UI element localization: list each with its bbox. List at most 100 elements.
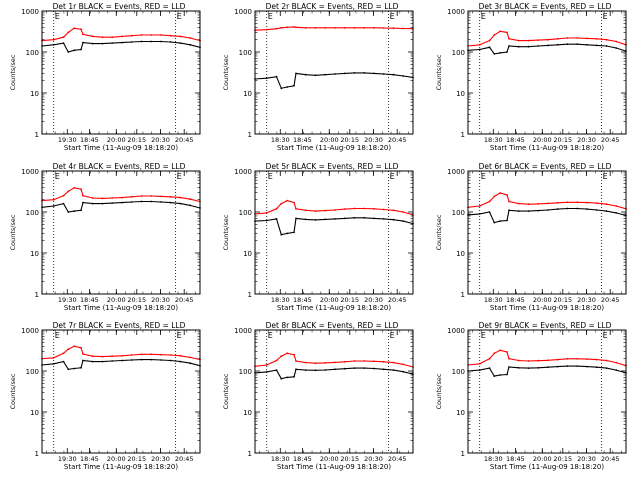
lld-rate-point: [527, 39, 530, 42]
lld-rate-point: [150, 195, 153, 197]
x-tick-label: 20:30: [364, 296, 383, 304]
x-tick-label: 20:15: [340, 455, 359, 463]
lld-rate-point: [160, 34, 162, 36]
lld-rate-point: [91, 197, 94, 199]
events-rate-point: [586, 43, 588, 46]
y-tick-label: 10: [456, 409, 465, 417]
events-rate-point: [280, 87, 283, 90]
events-rate-point: [605, 45, 608, 47]
events-rate-point: [73, 49, 76, 52]
events-rate-point: [150, 358, 153, 361]
event-marker-label: E: [55, 331, 60, 340]
events-rate-point: [556, 43, 559, 46]
lld-rate-point: [101, 197, 104, 200]
events-rate-point: [595, 44, 598, 47]
events-rate-point: [586, 208, 588, 211]
lld-rate-point: [556, 201, 559, 204]
y-tick-label: 100: [452, 368, 465, 376]
events-rate-point: [556, 208, 559, 211]
x-axis-label: Start Time (11-Aug-09 18:18:20): [490, 144, 604, 152]
events-rate-point: [280, 377, 283, 380]
detector-panel: Det 1r BLACK = Events, RED = LLD Counts/s…: [9, 2, 201, 152]
y-tick-label: 10: [30, 250, 39, 258]
events-rate-point: [275, 218, 278, 220]
panel-title: Det 7r BLACK = Events, RED = LLD: [53, 321, 186, 330]
lld-rate-line: [41, 187, 201, 203]
detector-panel: Det 2r BLACK = Events, RED = LLD Counts/s…: [222, 2, 414, 152]
events-rate-point: [67, 51, 70, 53]
lld-rate-point: [179, 35, 182, 38]
lld-rate-point: [363, 26, 366, 29]
lld-rate-point: [293, 353, 295, 356]
lld-rate-point: [382, 27, 385, 29]
panel-title: Det 4r BLACK = Events, RED = LLD: [53, 162, 186, 171]
y-tick-label: 10: [30, 409, 39, 417]
lld-rate-point: [295, 26, 297, 29]
x-tick-label: 20:30: [151, 136, 170, 144]
x-tick-label: 19:30: [58, 136, 77, 144]
lld-rate-point: [488, 39, 491, 42]
event-marker-label: E: [268, 12, 273, 21]
events-rate-point: [595, 366, 598, 369]
lld-rate-point: [595, 37, 598, 40]
events-rate-point: [586, 365, 588, 368]
events-rate-point: [537, 366, 540, 369]
events-rate-point: [179, 360, 182, 363]
event-marker-label: E: [177, 12, 182, 21]
events-rate-point: [295, 72, 297, 75]
events-rate-point: [67, 211, 70, 213]
x-tick-label: 18:45: [506, 136, 525, 144]
events-rate-point: [488, 211, 491, 213]
lld-rate-point: [62, 36, 65, 39]
y-tick-label: 10: [243, 250, 252, 258]
events-rate-point: [576, 207, 579, 210]
lld-rate-point: [52, 38, 55, 41]
lld-rate-point: [80, 188, 82, 191]
x-tick-label: 18:30: [271, 296, 290, 304]
event-marker-label: E: [390, 331, 395, 340]
events-rate-point: [121, 359, 123, 362]
events-rate-point: [517, 210, 520, 213]
events-rate-point: [169, 41, 172, 43]
events-rate-point: [373, 367, 375, 370]
lld-rate-point: [334, 26, 336, 29]
plot-frame: [467, 329, 627, 454]
events-rate-point: [52, 362, 55, 365]
x-tick-label: 20:30: [577, 455, 596, 463]
y-tick-label: 1000: [21, 168, 39, 176]
lld-rate-point: [576, 201, 579, 204]
lld-rate-point: [52, 198, 55, 201]
lld-rate-point: [189, 356, 192, 359]
events-rate-point: [62, 360, 65, 363]
x-tick-label: 18:45: [293, 455, 312, 463]
lld-rate-point: [130, 34, 133, 37]
plot-frame: [467, 10, 627, 135]
events-rate-point: [101, 360, 104, 363]
y-tick-label: 1000: [21, 8, 39, 16]
lld-rate-line: [467, 192, 627, 210]
events-rate-point: [82, 41, 84, 44]
event-marker-label: E: [268, 172, 273, 181]
events-rate-point: [82, 201, 84, 204]
events-rate-point: [547, 44, 549, 47]
x-tick-label: 20:00: [320, 296, 339, 304]
x-axis-label: Start Time (11-Aug-09 18:18:20): [490, 304, 604, 312]
y-axis-label: Counts/sec: [9, 54, 17, 90]
detector-panel: Det 4r BLACK = Events, RED = LLD Counts/s…: [9, 162, 201, 312]
events-rate-point: [508, 45, 510, 47]
y-tick-label: 100: [26, 209, 39, 217]
events-rate-point: [537, 45, 540, 47]
events-rate-point: [499, 220, 502, 223]
events-rate-point: [382, 368, 385, 371]
lld-rate-point: [324, 362, 327, 364]
events-rate-point: [493, 221, 496, 224]
event-marker-label: E: [268, 331, 273, 340]
y-tick-label: 100: [452, 209, 465, 217]
lld-rate-point: [605, 359, 608, 362]
lld-rate-point: [101, 355, 104, 358]
events-rate-point: [67, 368, 70, 371]
lld-rate-point: [508, 37, 510, 40]
event-marker-label: E: [55, 12, 60, 21]
lld-rate-point: [595, 202, 598, 205]
lld-rate-point: [111, 36, 114, 39]
